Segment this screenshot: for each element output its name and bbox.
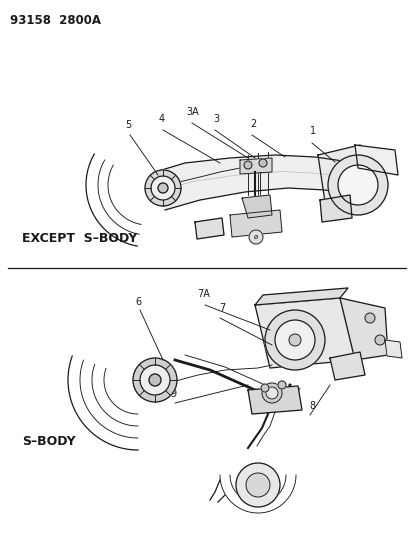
Text: 7: 7 xyxy=(218,303,225,313)
Circle shape xyxy=(264,310,324,370)
Polygon shape xyxy=(319,195,351,222)
Circle shape xyxy=(364,313,374,323)
Circle shape xyxy=(140,365,170,395)
Circle shape xyxy=(133,358,177,402)
Text: 9: 9 xyxy=(169,389,176,399)
Text: 5: 5 xyxy=(125,120,131,130)
Circle shape xyxy=(274,320,314,360)
Text: 3A: 3A xyxy=(186,107,199,117)
Circle shape xyxy=(260,384,268,392)
Circle shape xyxy=(327,155,387,215)
Polygon shape xyxy=(329,352,364,380)
Circle shape xyxy=(145,170,180,206)
Circle shape xyxy=(235,463,279,507)
Circle shape xyxy=(288,334,300,346)
Polygon shape xyxy=(195,218,223,239)
Polygon shape xyxy=(354,145,397,175)
Text: 1: 1 xyxy=(309,126,315,136)
Circle shape xyxy=(277,381,285,389)
Polygon shape xyxy=(254,288,347,305)
Circle shape xyxy=(259,159,266,167)
Polygon shape xyxy=(384,340,401,358)
Text: 6: 6 xyxy=(135,297,141,307)
Polygon shape xyxy=(154,155,359,210)
Circle shape xyxy=(158,183,168,193)
Polygon shape xyxy=(240,158,271,174)
Circle shape xyxy=(151,176,175,200)
Polygon shape xyxy=(230,210,281,237)
Text: 7A: 7A xyxy=(197,289,210,299)
Polygon shape xyxy=(242,195,271,218)
Circle shape xyxy=(374,335,384,345)
Polygon shape xyxy=(339,298,387,360)
Circle shape xyxy=(266,387,277,399)
Text: 8: 8 xyxy=(308,401,314,411)
Circle shape xyxy=(337,165,377,205)
Circle shape xyxy=(248,230,262,244)
Polygon shape xyxy=(247,386,301,414)
Text: EXCEPT  S–BODY: EXCEPT S–BODY xyxy=(22,232,137,245)
Text: 93158  2800A: 93158 2800A xyxy=(10,14,101,27)
Text: 3: 3 xyxy=(212,114,218,124)
Polygon shape xyxy=(317,145,384,210)
Circle shape xyxy=(245,473,269,497)
Text: 4: 4 xyxy=(159,114,165,124)
Text: ø: ø xyxy=(253,234,257,240)
Circle shape xyxy=(243,161,252,169)
Circle shape xyxy=(149,374,161,386)
Polygon shape xyxy=(254,298,354,368)
Text: 2: 2 xyxy=(249,119,256,129)
Circle shape xyxy=(261,383,281,403)
Text: S–BODY: S–BODY xyxy=(22,435,76,448)
